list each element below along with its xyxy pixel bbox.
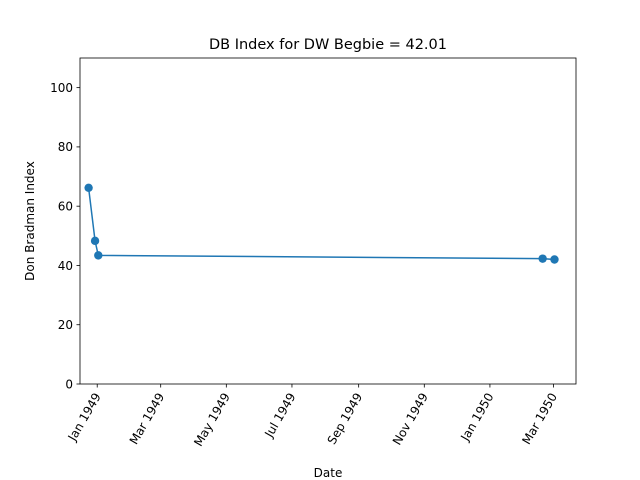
x-tick-label: Jul 1949 [262, 391, 299, 441]
plot-area: 0 20 40 60 80 100 Jan 1949 Mar 1949 May 1949 Jul … [50, 57, 577, 449]
data-point [94, 251, 103, 260]
x-tick-label: Jan 1950 [457, 391, 496, 445]
series-line [87, 187, 555, 261]
axes-frame [79, 57, 577, 385]
data-point [538, 254, 547, 263]
x-tick-label: Nov 1949 [390, 391, 431, 448]
y-tick-label: 20 [58, 318, 73, 332]
x-tick-label: Mar 1949 [127, 391, 168, 447]
x-tick-label: Jan 1949 [65, 391, 104, 445]
y-axis-label: Don Bradman Index [23, 161, 37, 281]
y-tick-label: 100 [50, 81, 73, 95]
y-tick-label: 0 [65, 377, 73, 391]
y-tick-label: 80 [58, 140, 73, 154]
data-point [550, 255, 559, 264]
data-point [84, 183, 93, 193]
chart-title: DB Index for DW Begbie = 42.01 [209, 37, 447, 53]
x-tick-label: Mar 1950 [519, 391, 560, 447]
y-tick-label: 60 [58, 199, 73, 213]
x-tick-label: May 1949 [191, 391, 233, 449]
x-axis-label: Date [314, 466, 343, 480]
data-point [90, 236, 100, 246]
y-tick-label: 40 [58, 259, 73, 273]
x-tick-label: Sep 1949 [325, 391, 366, 447]
